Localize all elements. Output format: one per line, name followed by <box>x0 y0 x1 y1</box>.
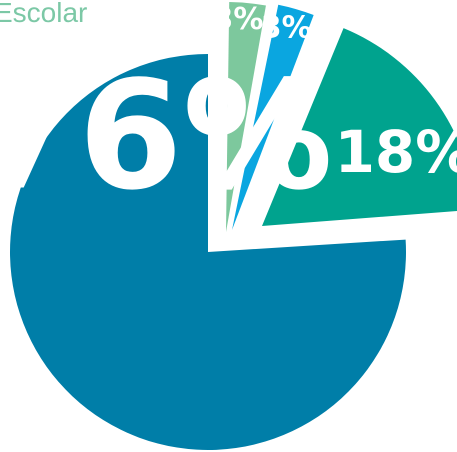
pie-labels: 76%3%3%18% <box>0 2 457 223</box>
pie-slice <box>226 2 266 233</box>
pie-slice-label: 18% <box>335 118 457 186</box>
pie-slice-label: 3% <box>261 11 312 46</box>
pie-slice-label: 76% <box>0 49 333 223</box>
chart-title: Escolar <box>0 0 87 28</box>
pie-slice <box>232 4 314 231</box>
pie-slice <box>9 54 407 450</box>
pie-slice <box>262 28 457 226</box>
pie-slices <box>9 2 457 450</box>
pie-slice-label: 3% <box>212 2 263 37</box>
